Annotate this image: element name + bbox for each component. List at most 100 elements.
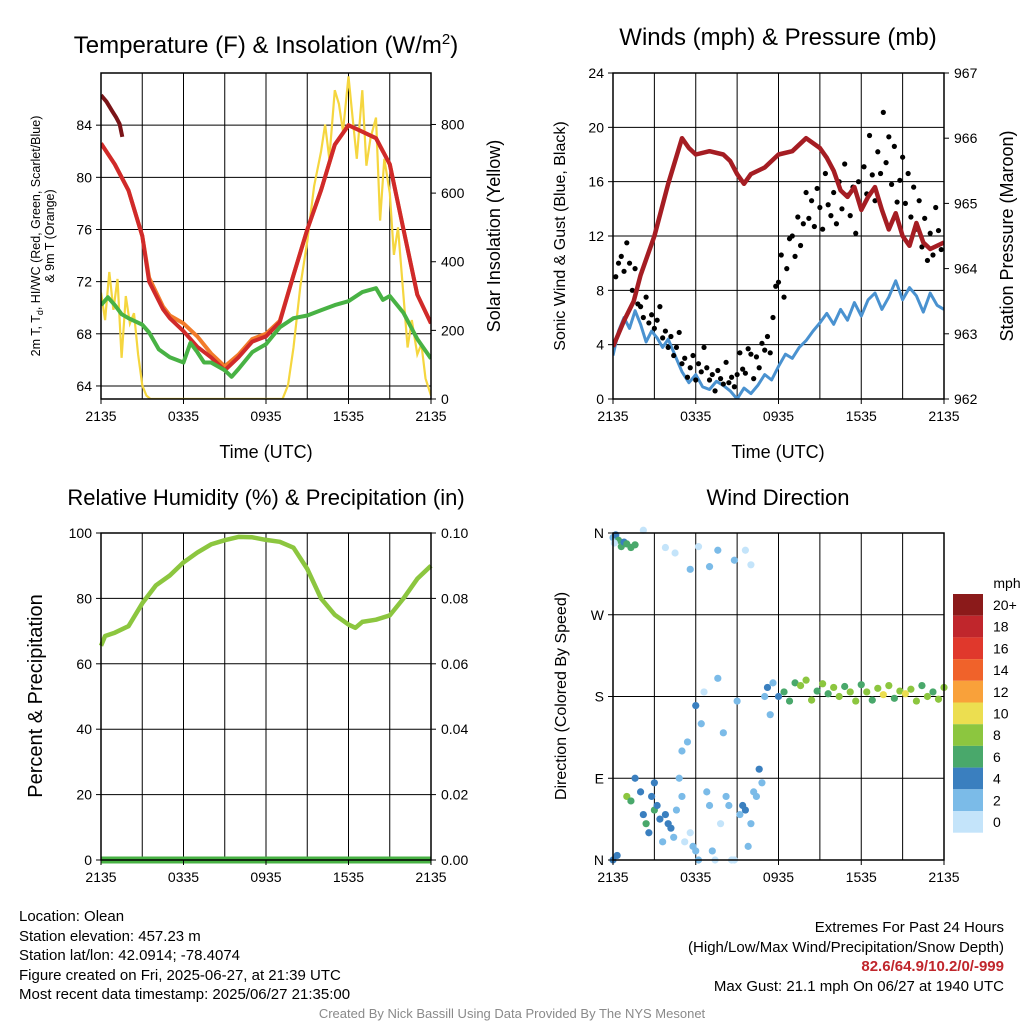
direction-point <box>650 779 658 787</box>
direction-point <box>700 688 708 696</box>
direction-point <box>868 696 876 704</box>
direction-point <box>874 684 882 692</box>
extremes-box: Extremes For Past 24 Hours (High/Low/Max… <box>688 918 1004 996</box>
direction-point <box>885 682 893 690</box>
direction-point <box>774 692 783 701</box>
gust-point <box>775 279 782 285</box>
direction-point <box>852 697 860 705</box>
gust-point <box>855 179 862 185</box>
dewpoint-line <box>101 286 431 379</box>
wind-ytick-label: 24 <box>588 65 604 81</box>
gust-point <box>729 374 735 380</box>
gust-point <box>869 172 875 178</box>
gust-point <box>637 304 644 310</box>
dir-xtick-label: 0335 <box>680 869 711 885</box>
gust-point <box>803 189 809 196</box>
colorbar-swatch <box>953 811 983 833</box>
direction-point <box>901 690 909 698</box>
station-location: Location: Olean <box>19 908 125 925</box>
gust-point <box>720 381 726 387</box>
colorbar-label: 18 <box>993 619 1009 635</box>
direction-point <box>835 692 843 701</box>
credit-line: Created By Nick Bassill Using Data Provi… <box>318 1006 706 1021</box>
gust-point <box>626 260 633 266</box>
gust-point <box>877 170 884 177</box>
gust-point <box>924 257 931 264</box>
insolation-ylabel: Solar Insolation (Yellow) <box>484 140 504 332</box>
direction-point <box>631 541 639 549</box>
gust-point <box>731 384 737 390</box>
gust-point <box>693 377 699 383</box>
direction-point <box>830 683 838 692</box>
direction-point <box>780 688 788 696</box>
direction-point <box>656 815 664 823</box>
gust-point <box>671 352 677 359</box>
station-elevation: Station elevation: 457.23 m <box>19 927 201 945</box>
wind-ytick-label: 16 <box>588 174 604 190</box>
gust-point <box>762 347 768 353</box>
gust-point <box>712 388 718 394</box>
gust-point <box>695 361 702 367</box>
temp-xtick-label: 2135 <box>415 408 446 424</box>
gust-point <box>933 204 939 211</box>
temp-xtick-label: 0335 <box>168 408 199 424</box>
extremes-title: Extremes For Past 24 Hours <box>814 919 1004 936</box>
temp-xlabel: Time (UTC) <box>219 442 312 462</box>
temp-xtick-label: 2135 <box>85 408 116 424</box>
wind-ytick-label: 4 <box>596 337 604 353</box>
temp-ytick-label: 68 <box>76 326 92 342</box>
gust-point <box>698 369 704 375</box>
temp-ytick-label: 84 <box>76 117 92 133</box>
gust-point <box>897 177 903 183</box>
gust-point <box>789 233 795 239</box>
direction-point <box>785 697 794 705</box>
direction-point <box>819 680 827 688</box>
pressure-y2tick-label: 963 <box>954 326 978 342</box>
direction-point <box>791 679 799 687</box>
colorbar-label: 10 <box>993 706 1009 722</box>
pressure-y2tick-label: 962 <box>954 391 978 407</box>
direction-point <box>714 674 722 682</box>
gust-point <box>687 365 693 371</box>
direction-point <box>907 685 915 693</box>
direction-point <box>741 546 750 554</box>
direction-point <box>741 806 750 814</box>
gust-point <box>853 230 859 236</box>
direction-point <box>623 792 631 801</box>
direction-point <box>744 842 752 850</box>
gust-point <box>734 371 740 378</box>
station-info: Location: Olean Station elevation: 457.2… <box>19 907 350 1005</box>
gust-point <box>618 253 624 259</box>
direction-point <box>694 543 703 551</box>
gust-point <box>891 143 897 149</box>
direction-point <box>934 695 943 703</box>
direction-point <box>683 738 692 746</box>
colorbar-label: 0 <box>993 814 1001 830</box>
latest-timestamp: Most recent data timestamp: 2025/06/27 2… <box>19 986 351 1004</box>
rh-title: Relative Humidity (%) & Precipitation (i… <box>67 485 464 510</box>
gust-point <box>902 200 908 206</box>
dir-ytick-label: S <box>595 689 604 705</box>
gust-point <box>792 253 798 259</box>
colorbar-label: 20+ <box>993 597 1017 613</box>
colorbar-swatch <box>953 594 983 616</box>
direction-point <box>824 690 832 698</box>
direction-point <box>766 711 774 719</box>
temp-ylabel: 2m T, Td, HI/WC (Red, Green, Scarlet/Blu… <box>29 116 45 357</box>
direction-point <box>846 688 854 696</box>
extremes-values: 82.6/64.9/10.2/0/-999 <box>861 958 1004 976</box>
colorbar-label: 14 <box>993 662 1009 678</box>
gust-point <box>679 361 685 367</box>
direction-point <box>912 697 921 705</box>
insolation-y2tick-label: 600 <box>441 185 465 201</box>
temp-xtick-label: 0935 <box>250 408 281 424</box>
gust-point <box>745 346 751 352</box>
colorbar-swatch <box>953 637 983 660</box>
wind-xtick-label: 0935 <box>763 408 794 424</box>
colorbar-label: 6 <box>993 749 1001 765</box>
direction-point <box>761 692 769 701</box>
max-gust: Max Gust: 21.1 mph On 06/27 at 1940 UTC <box>713 977 1004 995</box>
gust-point <box>643 294 649 300</box>
direction-point <box>890 694 898 702</box>
colorbar-swatch <box>953 745 983 768</box>
